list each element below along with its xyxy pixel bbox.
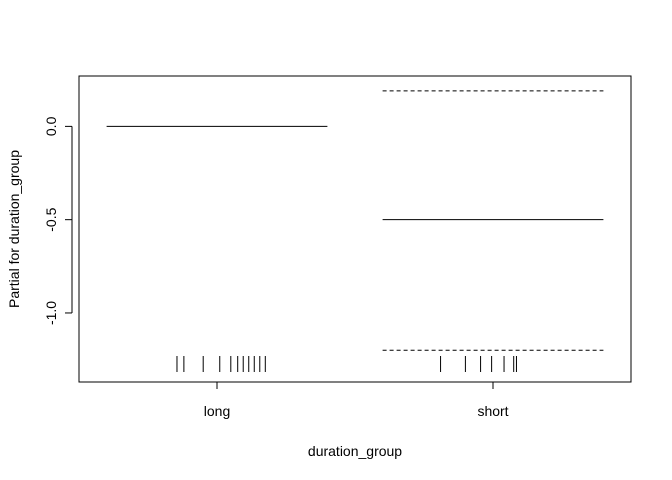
y-tick-label: 0.0 <box>43 116 59 136</box>
y-tick-label: -1.0 <box>43 301 59 325</box>
plot-frame <box>78 75 632 383</box>
x-tick-label: short <box>477 403 508 419</box>
y-axis: 0.0 -0.5 -1.0 <box>43 116 73 325</box>
y-axis-label: Partial for duration_group <box>6 150 22 308</box>
y-tick-label: -0.5 <box>43 207 59 231</box>
x-axis-label: duration_group <box>308 443 402 459</box>
x-axis: long short <box>204 381 509 419</box>
chart-marks <box>106 90 604 372</box>
x-tick-label: long <box>204 403 230 419</box>
